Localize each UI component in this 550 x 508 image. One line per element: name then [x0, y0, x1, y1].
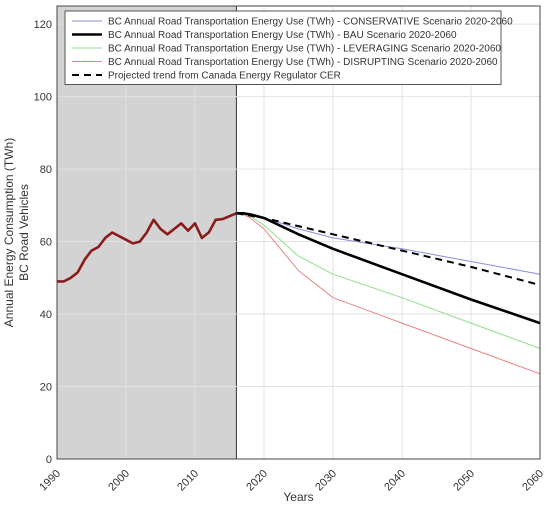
x-tick-label: 1990 [37, 468, 63, 494]
series-line-4 [236, 212, 541, 286]
series-line-0 [236, 212, 541, 275]
x-tick-label: 2050 [451, 468, 477, 494]
y-axis-label-secondary: BC Road Vehicles [17, 184, 31, 281]
historical-series-line [57, 212, 237, 283]
legend-entry: Projected trend from Canada Energy Regul… [108, 71, 341, 82]
series-line-1 [236, 212, 541, 325]
y-axis-label: Annual Energy Consumption (TWh) [2, 138, 16, 327]
x-tick-label: 2040 [382, 468, 408, 494]
y-tick-label: 80 [40, 164, 52, 176]
y-tick-label: 40 [40, 309, 52, 321]
series-line-2 [236, 212, 541, 349]
x-axis-label: Years [283, 490, 313, 504]
y-tick-label: 100 [34, 92, 52, 104]
legend: BC Annual Road Transportation Energy Use… [64, 10, 513, 85]
x-tick-label: 2030 [313, 468, 339, 494]
x-tick-label: 2010 [175, 468, 201, 494]
legend-entry: BC Annual Road Transportation Energy Use… [108, 57, 498, 68]
y-tick-label: 60 [40, 237, 52, 249]
plot-frame [56, 5, 541, 460]
y-tick-label: 120 [34, 19, 52, 31]
legend-entry: BC Annual Road Transportation Energy Use… [108, 17, 513, 28]
x-tick-label: 2060 [520, 468, 546, 494]
legend-box [64, 10, 502, 85]
series-line-3 [236, 212, 541, 375]
y-tick-label: 20 [40, 382, 52, 394]
x-tick-label: 2020 [244, 468, 270, 494]
x-tick-label: 2000 [106, 468, 132, 494]
y-tick-label: 0 [46, 454, 52, 466]
legend-entry: BC Annual Road Transportation Energy Use… [108, 30, 457, 41]
legend-entry: BC Annual Road Transportation Energy Use… [108, 44, 501, 55]
